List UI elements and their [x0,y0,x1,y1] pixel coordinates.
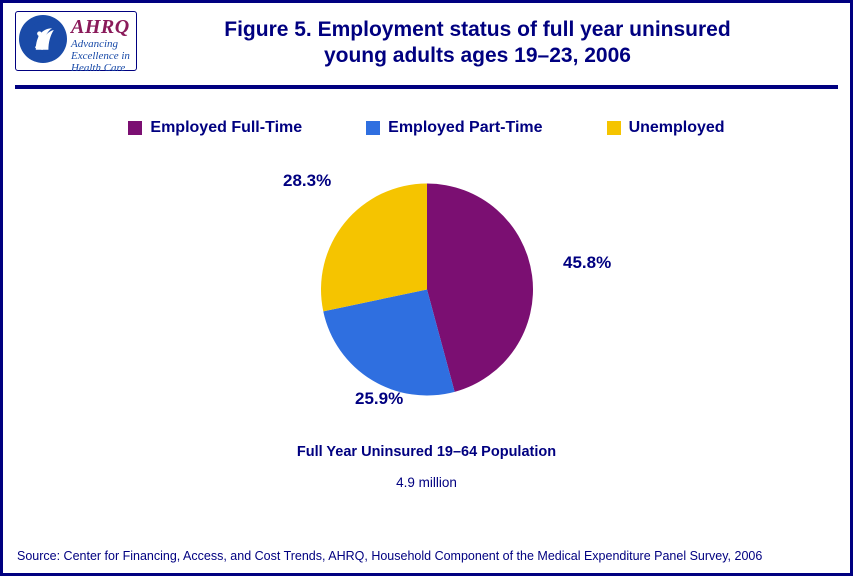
source-citation: Source: Center for Financing, Access, an… [17,549,762,563]
agency-logo-block: AHRQ Advancing Excellence in Health Care [15,11,137,71]
ahrq-tagline-2: Excellence in [71,50,130,62]
legend-swatch-full [128,121,142,135]
pie-chart [321,184,533,401]
pie-chart-area: 45.8% 25.9% 28.3% [3,147,850,437]
header: AHRQ Advancing Excellence in Health Care… [3,3,850,75]
legend-label-part: Employed Part-Time [388,119,542,137]
ahrq-tagline-3: Health Care [71,62,130,74]
hhs-seal-icon [19,15,67,63]
legend-item-part: Employed Part-Time [366,119,542,137]
title-line-1: Figure 5. Employment status of full year… [137,17,818,43]
pie-label-part: 25.9% [355,389,403,409]
header-divider [15,85,838,89]
legend-swatch-unemp [607,121,621,135]
pie-label-unemp: 28.3% [283,171,331,191]
population-caption: Full Year Uninsured 19–64 Population 4.9… [3,441,850,494]
ahrq-brand: AHRQ [71,17,130,38]
figure-title: Figure 5. Employment status of full year… [137,11,838,70]
legend-label-full: Employed Full-Time [150,119,302,137]
ahrq-tagline-1: Advancing [71,38,130,50]
legend-label-unemp: Unemployed [629,119,725,137]
ahrq-text-block: AHRQ Advancing Excellence in Health Care [71,15,130,74]
legend-item-unemp: Unemployed [607,119,725,137]
population-value: 4.9 million [3,472,850,494]
pie-label-full: 45.8% [563,253,611,273]
figure-frame: AHRQ Advancing Excellence in Health Care… [0,0,853,576]
chart-legend: Employed Full-Time Employed Part-Time Unem… [3,119,850,137]
title-line-2: young adults ages 19–23, 2006 [137,43,818,69]
pie-slice-unemp [321,184,427,312]
legend-item-full: Employed Full-Time [128,119,302,137]
legend-swatch-part [366,121,380,135]
population-title: Full Year Uninsured 19–64 Population [3,441,850,464]
